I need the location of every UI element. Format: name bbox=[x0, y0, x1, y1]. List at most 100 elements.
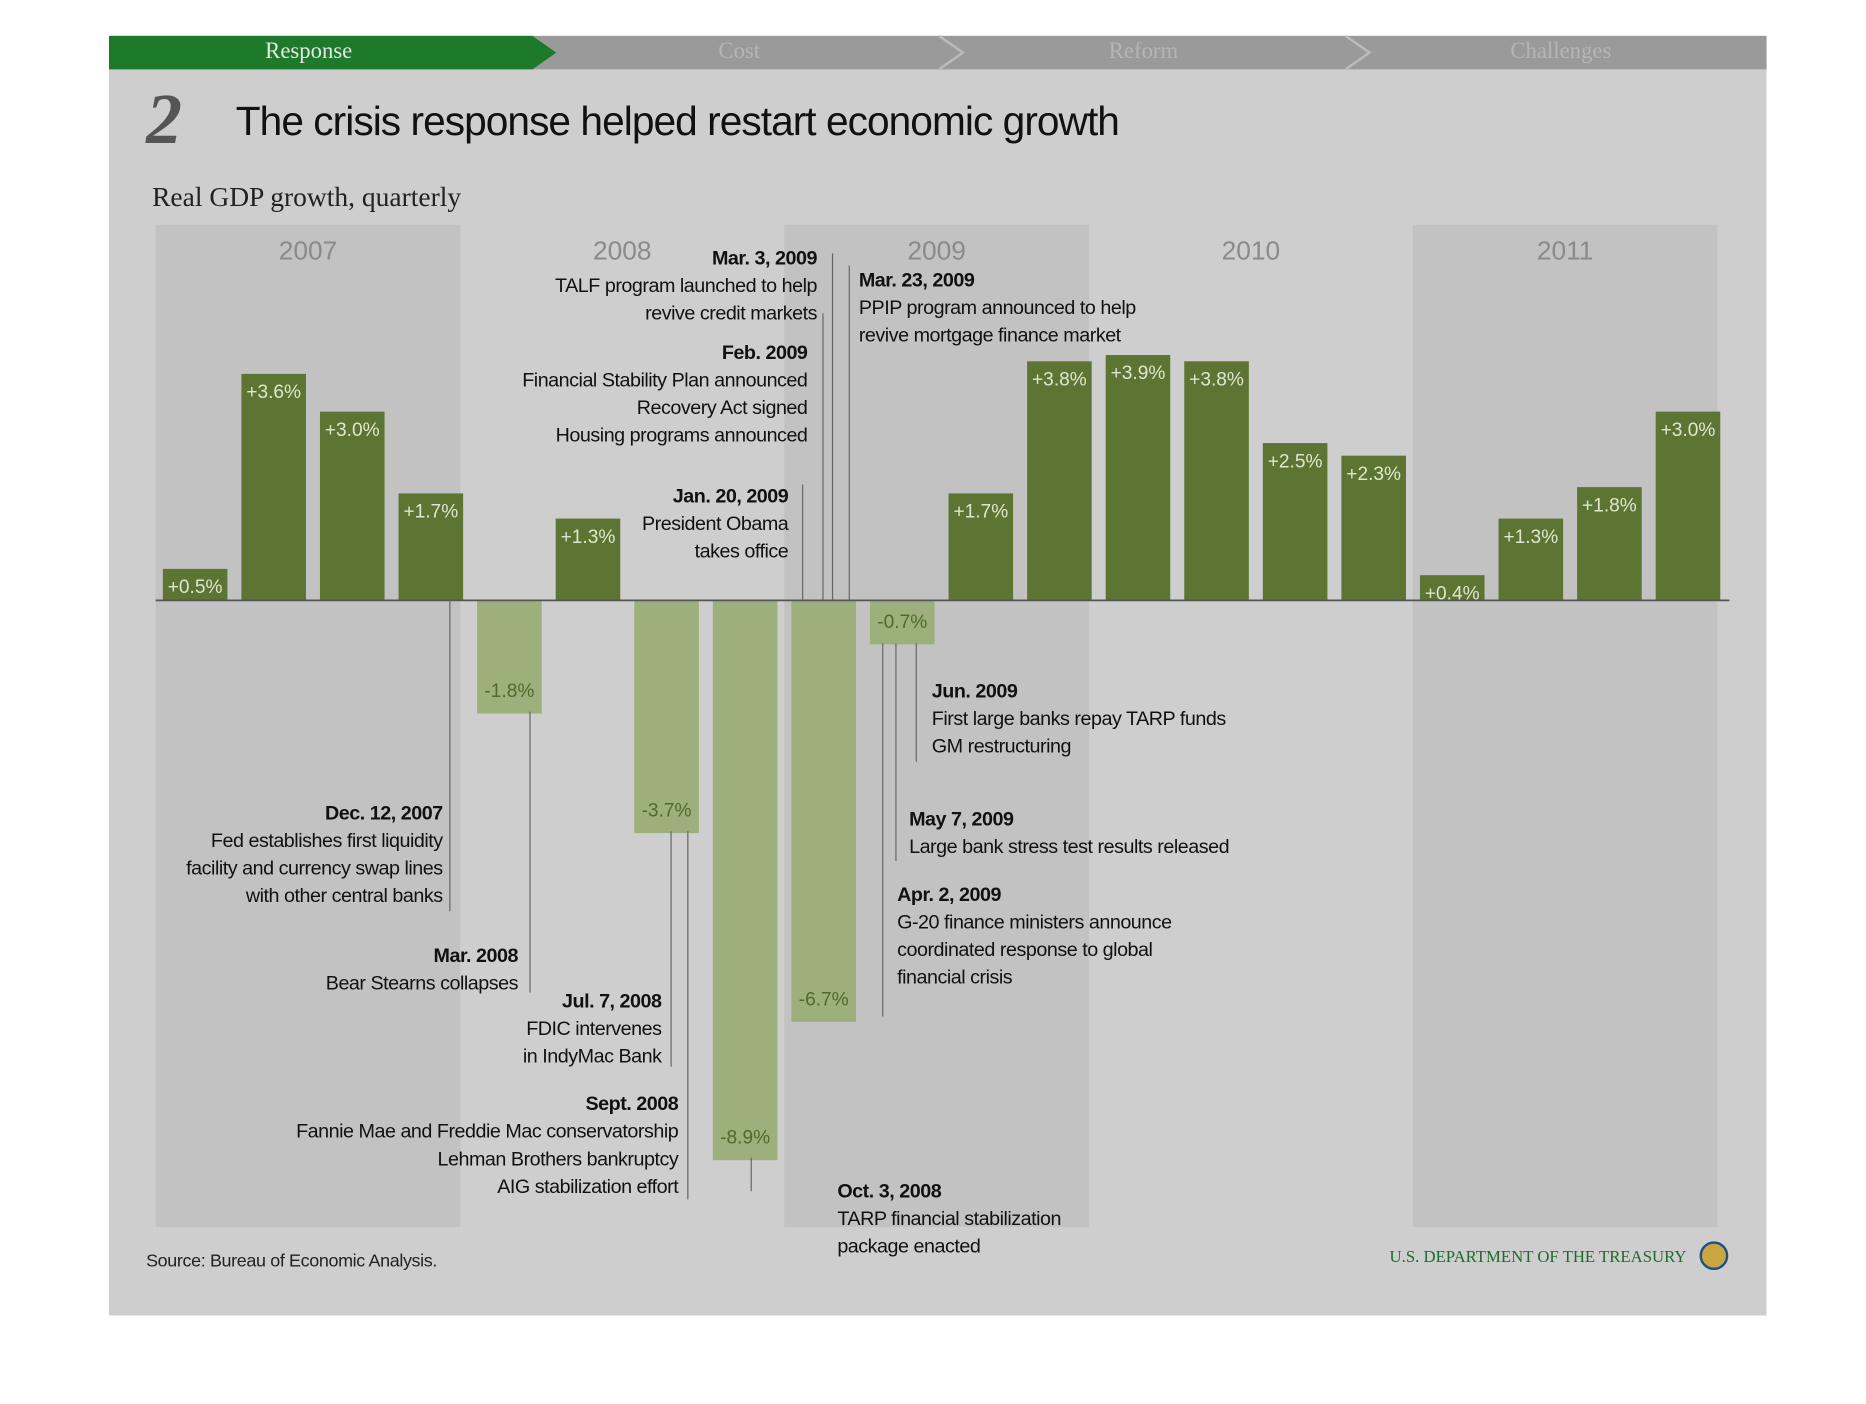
annotation-text: Housing programs announced bbox=[556, 425, 808, 447]
annotation-date: Jul. 7, 2008 bbox=[562, 990, 662, 1012]
data-label: +3.8% bbox=[1032, 369, 1087, 390]
annotation-text: in IndyMac Bank bbox=[523, 1045, 662, 1067]
year-panel bbox=[1412, 224, 1718, 1228]
data-label: +3.6% bbox=[246, 382, 301, 403]
annotation-date: Mar. 23, 2009 bbox=[859, 269, 975, 291]
year-label: 2011 bbox=[1537, 235, 1594, 265]
chart-title: The crisis response helped restart econo… bbox=[236, 98, 1119, 144]
bar bbox=[319, 411, 385, 601]
bar bbox=[1577, 487, 1642, 601]
bar bbox=[1027, 361, 1092, 601]
bar bbox=[791, 600, 856, 1022]
annotation-text: PPIP program announced to help bbox=[859, 297, 1136, 319]
bar bbox=[555, 518, 621, 601]
agency: U.S. DEPARTMENT OF THE TREASURY bbox=[1390, 1247, 1687, 1266]
annotation-date: Oct. 3, 2008 bbox=[837, 1181, 941, 1203]
year-label: 2009 bbox=[907, 235, 966, 265]
annotation-text: financial crisis bbox=[897, 966, 1013, 988]
data-label: +1.8% bbox=[1582, 495, 1637, 516]
annotation-date: Apr. 2, 2009 bbox=[897, 884, 1001, 906]
annotation-text: coordinated response to global bbox=[897, 939, 1152, 961]
annotation-text: President Obama bbox=[642, 513, 789, 535]
bar bbox=[712, 600, 778, 1161]
annotation-text: Large bank stress test results released bbox=[909, 836, 1229, 858]
year-label: 2010 bbox=[1222, 235, 1281, 265]
annotation-text: Recovery Act signed bbox=[637, 397, 808, 419]
bar bbox=[1105, 355, 1171, 601]
annotation-text: Lehman Brothers bankruptcy bbox=[438, 1148, 679, 1170]
chart-subtitle: Real GDP growth, quarterly bbox=[152, 181, 461, 212]
data-label: +3.8% bbox=[1189, 369, 1244, 390]
data-label: +3.0% bbox=[325, 420, 380, 441]
data-label: +3.9% bbox=[1111, 363, 1166, 384]
annotation-date: Mar. 2008 bbox=[434, 945, 519, 967]
data-label: +2.3% bbox=[1346, 464, 1401, 485]
data-label: +1.3% bbox=[1503, 527, 1558, 548]
data-label: +2.5% bbox=[1268, 451, 1323, 472]
data-label: -8.9% bbox=[720, 1128, 770, 1149]
year-panel bbox=[155, 224, 461, 1228]
bar bbox=[1184, 361, 1249, 601]
bar bbox=[398, 493, 464, 601]
data-label: -6.7% bbox=[799, 989, 849, 1010]
annotation-text: Financial Stability Plan announced bbox=[522, 370, 807, 392]
bar bbox=[1341, 455, 1406, 601]
annotation-text: package enacted bbox=[837, 1236, 980, 1258]
source: Source: Bureau of Economic Analysis. bbox=[146, 1250, 437, 1270]
annotation-text: TALF program launched to help bbox=[555, 275, 817, 297]
annotation-text: Fed establishes first liquidity bbox=[211, 830, 443, 852]
annotation-text: revive mortgage finance market bbox=[859, 324, 1122, 346]
year-label: 2008 bbox=[593, 235, 652, 265]
data-label: -0.7% bbox=[877, 612, 927, 633]
data-label: +0.4% bbox=[1425, 583, 1480, 604]
bar bbox=[948, 493, 1014, 601]
bar bbox=[1419, 575, 1485, 601]
annotation-date: Mar. 3, 2009 bbox=[712, 248, 817, 270]
annotation-text: facility and currency swap lines bbox=[186, 858, 443, 880]
annotation-text: with other central banks bbox=[245, 885, 443, 907]
active-tab bbox=[109, 35, 557, 70]
slide-number: 2 bbox=[145, 79, 182, 159]
nav-tab[interactable]: Challenges bbox=[1510, 38, 1611, 63]
data-label: +0.5% bbox=[168, 577, 223, 598]
annotation-date: Sept. 2008 bbox=[585, 1093, 678, 1115]
nav-tab[interactable]: Reform bbox=[1109, 38, 1179, 63]
data-label: -1.8% bbox=[484, 681, 534, 702]
tab-arrow bbox=[938, 34, 965, 71]
bar bbox=[1262, 443, 1328, 601]
annotation-text: takes office bbox=[695, 541, 789, 563]
annotation-date: May 7, 2009 bbox=[909, 809, 1014, 831]
annotation-text: AIG stabilization effort bbox=[497, 1176, 679, 1198]
annotation-date: Dec. 12, 2007 bbox=[325, 803, 443, 825]
annotation-text: G-20 finance ministers announce bbox=[897, 911, 1172, 933]
annotation-date: Jan. 20, 2009 bbox=[673, 486, 789, 508]
data-label: -3.7% bbox=[642, 801, 692, 822]
data-label: +1.7% bbox=[953, 502, 1008, 523]
bar bbox=[869, 600, 935, 645]
bar bbox=[477, 600, 542, 714]
bar bbox=[1498, 518, 1564, 601]
annotation-text: GM restructuring bbox=[932, 736, 1071, 758]
data-label: +3.0% bbox=[1661, 420, 1716, 441]
annotation-text: Fannie Mae and Freddie Mac conservatorsh… bbox=[296, 1121, 679, 1143]
data-label: +1.7% bbox=[403, 502, 458, 523]
bar bbox=[162, 568, 228, 601]
data-label: +1.3% bbox=[561, 527, 616, 548]
year-label: 2007 bbox=[279, 235, 338, 265]
annotation-text: revive credit markets bbox=[645, 303, 817, 325]
nav-tab[interactable]: Response bbox=[265, 38, 352, 63]
nav-tab[interactable]: Cost bbox=[718, 38, 760, 63]
bar bbox=[1655, 411, 1721, 601]
annotation-text: FDIC intervenes bbox=[526, 1018, 662, 1040]
annotation-text: Bear Stearns collapses bbox=[326, 972, 519, 994]
annotation-date: Jun. 2009 bbox=[932, 681, 1018, 703]
tab-arrow bbox=[1344, 34, 1372, 71]
annotation-text: TARP financial stabilization bbox=[837, 1208, 1061, 1230]
plot: 2007 2008 2009 2010 2011 +0.5% +3.6% +3.0% +1.7%… bbox=[155, 224, 1730, 1258]
bar bbox=[634, 600, 699, 834]
annotation-date: Feb. 2009 bbox=[722, 342, 808, 364]
annotation-text: First large banks repay TARP funds bbox=[932, 708, 1227, 730]
bar bbox=[241, 373, 306, 601]
seal bbox=[1699, 1241, 1729, 1271]
